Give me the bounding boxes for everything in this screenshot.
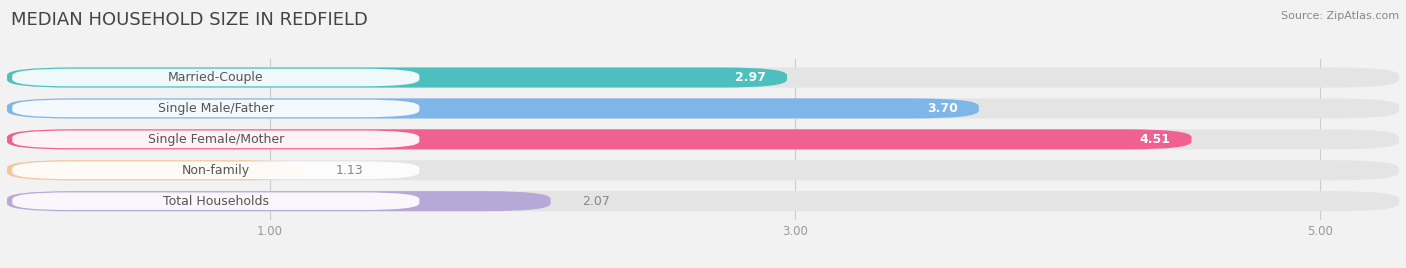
FancyBboxPatch shape — [7, 129, 1191, 149]
FancyBboxPatch shape — [7, 160, 304, 180]
Text: 3.70: 3.70 — [927, 102, 957, 115]
Text: 4.51: 4.51 — [1139, 133, 1170, 146]
FancyBboxPatch shape — [13, 131, 419, 148]
Text: Single Female/Mother: Single Female/Mother — [148, 133, 284, 146]
Text: Total Households: Total Households — [163, 195, 269, 208]
FancyBboxPatch shape — [7, 129, 1399, 149]
FancyBboxPatch shape — [13, 161, 419, 179]
FancyBboxPatch shape — [13, 100, 419, 117]
Text: 2.97: 2.97 — [735, 71, 766, 84]
FancyBboxPatch shape — [7, 191, 1399, 211]
FancyBboxPatch shape — [7, 68, 787, 88]
Text: 1.13: 1.13 — [335, 164, 363, 177]
FancyBboxPatch shape — [13, 192, 419, 210]
FancyBboxPatch shape — [7, 160, 1399, 180]
FancyBboxPatch shape — [7, 98, 979, 118]
Text: Married-Couple: Married-Couple — [167, 71, 264, 84]
Text: MEDIAN HOUSEHOLD SIZE IN REDFIELD: MEDIAN HOUSEHOLD SIZE IN REDFIELD — [11, 11, 368, 29]
FancyBboxPatch shape — [7, 98, 1399, 118]
Text: Non-family: Non-family — [181, 164, 250, 177]
Text: 2.07: 2.07 — [582, 195, 610, 208]
Text: Single Male/Father: Single Male/Father — [157, 102, 274, 115]
FancyBboxPatch shape — [13, 69, 419, 86]
FancyBboxPatch shape — [7, 191, 551, 211]
Text: Source: ZipAtlas.com: Source: ZipAtlas.com — [1281, 11, 1399, 21]
FancyBboxPatch shape — [7, 68, 1399, 88]
